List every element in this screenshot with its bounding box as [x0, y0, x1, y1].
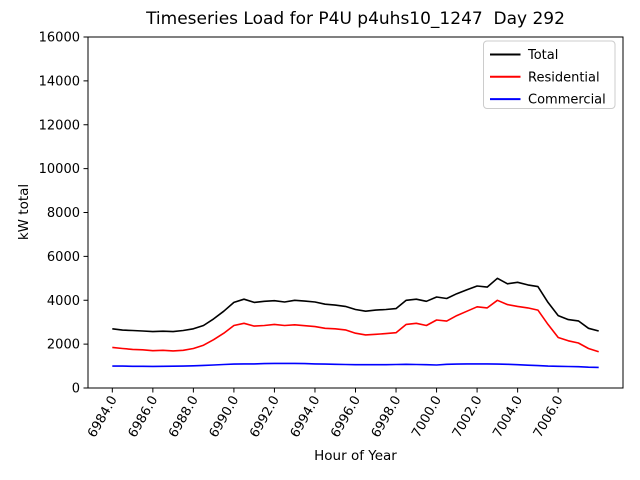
- x-axis-label: Hour of Year: [314, 448, 397, 464]
- x-tick-label: 6998.0: [369, 394, 405, 441]
- x-tick-label: 6986.0: [126, 394, 162, 441]
- legend-label-total: Total: [527, 48, 558, 63]
- series-line-total: [112, 277, 599, 333]
- x-tick-label: 6984.0: [85, 394, 121, 441]
- x-tick-label: 7006.0: [531, 394, 567, 441]
- x-tick-label: 6988.0: [166, 394, 202, 441]
- x-tick-label: 7002.0: [450, 394, 486, 441]
- y-tick-label: 0: [72, 382, 80, 397]
- x-tick-label: 6990.0: [207, 394, 243, 441]
- y-tick-label: 16000: [39, 31, 80, 46]
- y-tick-label: 12000: [39, 118, 80, 133]
- legend-label-commercial: Commercial: [528, 93, 606, 108]
- y-tick-label: 4000: [47, 294, 80, 309]
- y-tick-label: 2000: [47, 338, 80, 353]
- y-tick-label: 6000: [47, 250, 80, 265]
- chart-title: Timeseries Load for P4U p4uhs10_1247 Day…: [146, 9, 565, 29]
- y-tick-label: 14000: [39, 74, 80, 89]
- y-tick-label: 8000: [47, 206, 80, 221]
- legend-box: [483, 40, 616, 109]
- x-tick-label: 7000.0: [409, 394, 445, 441]
- x-tick-label: 6992.0: [247, 394, 283, 441]
- x-tick-label: 6996.0: [328, 394, 364, 441]
- x-tick-label: 7004.0: [490, 394, 526, 441]
- legend-label-residential: Residential: [528, 70, 600, 85]
- series-line-residential: [112, 299, 599, 353]
- x-tick-label: 6994.0: [288, 394, 324, 441]
- y-tick-label: 10000: [39, 162, 80, 177]
- series-line-commercial: [112, 362, 599, 369]
